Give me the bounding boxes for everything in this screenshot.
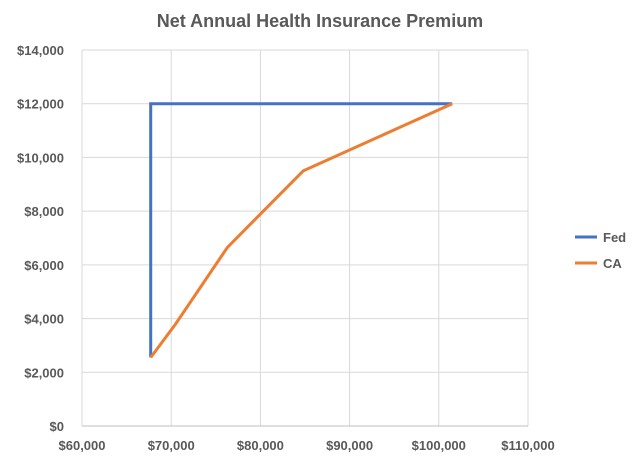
x-tick-label: $80,000 bbox=[237, 438, 284, 453]
y-tick-label: $12,000 bbox=[17, 97, 64, 112]
legend-label-fed: Fed bbox=[603, 230, 626, 245]
y-tick-label: $8,000 bbox=[24, 204, 64, 219]
x-tick-label: $60,000 bbox=[59, 438, 106, 453]
y-tick-label: $2,000 bbox=[24, 365, 64, 380]
legend: Fed CA bbox=[575, 230, 626, 271]
x-tick-label: $70,000 bbox=[148, 438, 195, 453]
y-tick-label: $14,000 bbox=[17, 43, 64, 58]
series-lines bbox=[149, 102, 453, 359]
series-line-ca bbox=[149, 102, 453, 359]
y-tick-label: $4,000 bbox=[24, 312, 64, 327]
y-tick-label: $0 bbox=[50, 419, 64, 434]
y-tick-label: $6,000 bbox=[24, 258, 64, 273]
chart-title: Net Annual Health Insurance Premium bbox=[157, 11, 483, 31]
gridlines bbox=[81, 49, 529, 426]
legend-label-ca: CA bbox=[603, 256, 622, 271]
y-tick-label: $10,000 bbox=[17, 150, 64, 165]
x-tick-label: $100,000 bbox=[412, 438, 466, 453]
x-tick-label: $110,000 bbox=[501, 438, 555, 453]
x-tick-label: $90,000 bbox=[326, 438, 373, 453]
series-line-fed bbox=[149, 102, 453, 358]
axes: $0 $2,000 $4,000 $6,000 $8,000 $10,000 $12,000… bbox=[17, 43, 555, 453]
